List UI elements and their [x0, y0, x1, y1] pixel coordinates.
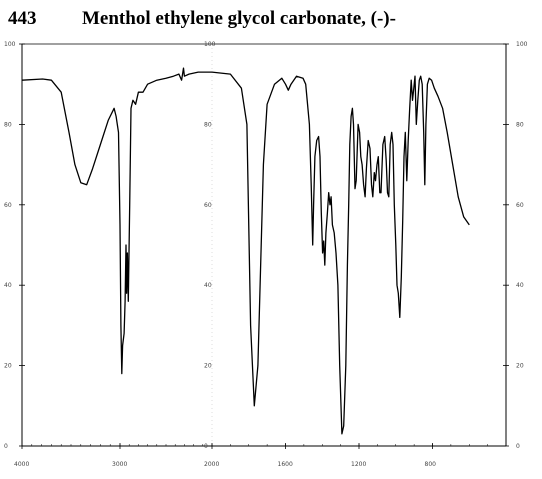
y-tick-label-mid: 80	[204, 121, 212, 128]
y-tick-label-right: 80	[516, 121, 524, 128]
y-tick-label-mid: 100	[204, 41, 216, 48]
x-tick-label: 4000	[14, 461, 29, 468]
y-tick-label-left: 60	[4, 202, 12, 209]
y-tick-label-right: 60	[516, 202, 524, 209]
y-tick-label-left: 40	[4, 282, 12, 289]
y-tick-label-right: 20	[516, 363, 524, 370]
x-tick-label: 2000	[204, 461, 219, 468]
x-tick-label: 1600	[278, 461, 293, 468]
spectrum-header: 443 Menthol ethylene glycol carbonate, (…	[8, 8, 538, 34]
y-tick-label-right: 40	[516, 282, 524, 289]
x-tick-label: 3000	[112, 461, 127, 468]
y-tick-label-left: 20	[4, 363, 12, 370]
x-tick-label: 800	[425, 461, 437, 468]
y-tick-label-mid: 60	[204, 202, 212, 209]
spectrum-line	[21, 67, 470, 435]
y-tick-label-mid: 40	[204, 282, 212, 289]
y-tick-label-left: 80	[4, 121, 12, 128]
y-tick-label-left: 0	[4, 443, 8, 450]
y-tick-label-mid: 20	[204, 363, 212, 370]
chart-title: Menthol ethylene glycol carbonate, (-)-	[82, 8, 396, 29]
y-tick-label-mid: 0	[204, 443, 208, 450]
y-tick-label-right: 0	[516, 443, 520, 450]
y-tick-label-left: 100	[4, 41, 16, 48]
plot-frame	[19, 43, 509, 449]
y-tick-label-right: 100	[516, 41, 528, 48]
spectrum-number: 443	[8, 8, 37, 29]
x-tick-label: 1200	[351, 461, 366, 468]
